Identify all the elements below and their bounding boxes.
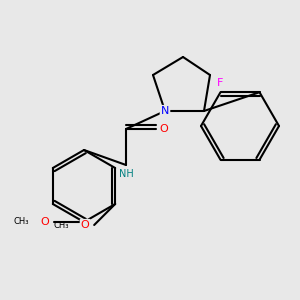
Text: N: N [161, 106, 169, 116]
Text: F: F [217, 78, 224, 88]
Text: O: O [40, 217, 50, 227]
Text: O: O [159, 124, 168, 134]
Text: O: O [81, 220, 90, 230]
Text: CH₃: CH₃ [53, 220, 69, 230]
Text: NH: NH [118, 169, 134, 179]
Text: CH₃: CH₃ [13, 218, 28, 226]
